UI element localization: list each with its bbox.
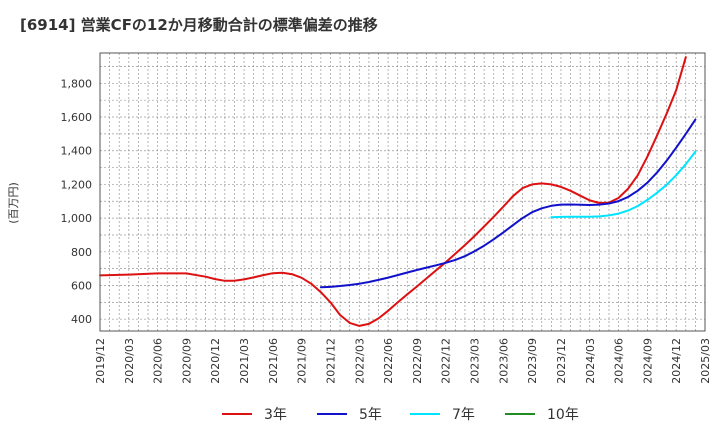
y-tick-label: 800: [71, 246, 92, 259]
legend-label: 5年: [359, 407, 382, 423]
x-tick-label: 2024/03: [584, 338, 597, 384]
x-tick-label: 2023/06: [497, 338, 510, 384]
x-tick-labels: 2019/12 2020/03 2020/06 2020/09 2020/12 2021/…: [94, 338, 712, 384]
y-tick-label: 1,200: [61, 178, 93, 191]
x-tick-label: 2024/06: [613, 338, 626, 384]
grid: [100, 53, 705, 331]
x-tick-label: 2023/12: [555, 338, 568, 384]
x-tick-label: 2025/03: [699, 338, 712, 384]
y-tick-labels: 400 600 800 1,000 1,200 1,400 1,600 1,800: [61, 77, 93, 326]
y-axis-label: (百万円): [7, 182, 20, 224]
x-tick-label: 2023/09: [526, 338, 539, 384]
x-tick-label: 2021/12: [324, 338, 337, 384]
x-tick-label: 2021/06: [267, 338, 280, 384]
y-tick-label: 1,600: [61, 111, 93, 124]
x-tick-label: 2021/09: [296, 338, 309, 384]
legend-label: 7年: [452, 407, 475, 423]
y-tick-label: 600: [71, 280, 92, 293]
x-tick-label: 2024/12: [670, 338, 683, 384]
plot-frame: [99, 52, 706, 332]
series-lines: [99, 56, 697, 327]
x-tick-label: 2022/03: [353, 338, 366, 384]
x-tick-label: 2020/06: [152, 338, 165, 384]
y-tick-label: 400: [71, 313, 92, 326]
x-tick-label: 2020/09: [180, 338, 193, 384]
x-tick-label: 2020/12: [209, 338, 222, 384]
x-tick-label: 2022/12: [440, 338, 453, 384]
x-tick-label: 2020/03: [123, 338, 136, 384]
y-tick-label: 1,400: [61, 145, 93, 158]
y-tick-label: 1,800: [61, 77, 93, 90]
x-tick-label: 2024/09: [641, 338, 654, 384]
x-tick-label: 2023/03: [469, 338, 482, 384]
x-tick-label: 2022/06: [382, 338, 395, 384]
series-line: [550, 150, 697, 219]
series-line: [319, 118, 697, 289]
y-tick-label: 1,000: [61, 212, 93, 225]
x-tick-label: 2019/12: [94, 338, 107, 384]
legend-label: 3年: [264, 407, 287, 423]
x-tick-label: 2022/09: [411, 338, 424, 384]
legend-label: 10年: [547, 407, 579, 423]
legend: 3年 5年 7年 10年: [222, 407, 579, 423]
chart-title: [6914] 営業CFの12か月移動合計の標準偏差の推移: [20, 16, 378, 34]
series-line: [99, 56, 687, 327]
x-tick-label: 2021/03: [238, 338, 251, 384]
